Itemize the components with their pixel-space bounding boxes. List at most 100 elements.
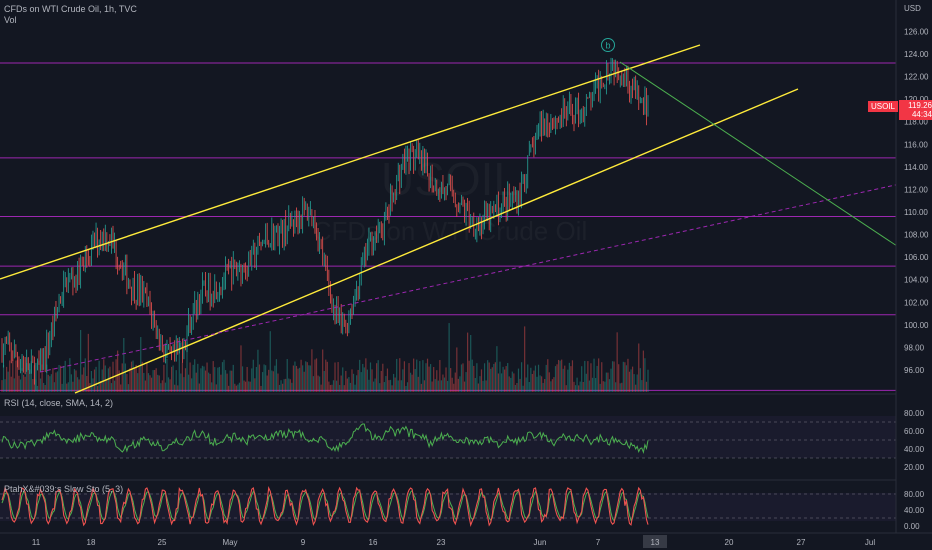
volume-bar [70, 374, 72, 392]
volume-bar [359, 359, 361, 392]
volume-bar [203, 366, 205, 392]
volume-bar [636, 374, 638, 392]
volume-bar [596, 365, 598, 392]
time-cursor-box [643, 535, 667, 548]
stochastic-pane[interactable] [0, 479, 896, 527]
volume-bar [15, 360, 17, 392]
volume-bar [411, 374, 413, 392]
volume-bar [235, 385, 237, 392]
volume-bar [570, 366, 572, 392]
volume-bar [166, 358, 168, 392]
volume-bar [559, 360, 561, 392]
volume-bar [144, 380, 146, 392]
volume-bar [607, 372, 609, 392]
volume-bar [460, 364, 463, 392]
volume-bar [141, 361, 143, 392]
volume-bar [319, 376, 321, 392]
volume-bar [197, 363, 199, 392]
volume-bar [554, 366, 557, 392]
volume-bar [474, 377, 476, 392]
rsi-line[interactable] [1, 423, 649, 454]
volume-bar [508, 376, 510, 392]
last-price-box[interactable]: 119.26 44:34 [899, 100, 932, 120]
volume-bar [100, 381, 102, 392]
price-pane[interactable]: USOIL CFDs on WTI Crude Oil b [0, 38, 901, 394]
wave-b-marker[interactable] [601, 38, 615, 52]
volume-bar [477, 383, 480, 392]
volume-bar [366, 369, 368, 392]
volume-bar [215, 384, 217, 392]
volume-bar [539, 375, 541, 392]
time-axis[interactable]: 11 18 25 May 9 16 23 Jun 7 13 20 27 Jul [0, 532, 932, 550]
volume-bar [121, 363, 123, 392]
volume-bar [177, 385, 179, 392]
volume-bar [234, 383, 236, 392]
volume-bar [419, 361, 421, 392]
time-tick: 23 [437, 538, 446, 547]
price-tick: 106.00 [904, 253, 929, 262]
volume-bar [376, 363, 378, 392]
volume-bar [340, 375, 342, 392]
price-tick: 98.00 [904, 343, 925, 352]
volume-bar [317, 375, 319, 392]
volume-bar [110, 383, 113, 392]
volume-bar [89, 383, 91, 392]
volume-bar [306, 362, 308, 392]
stoch-k-line[interactable] [1, 486, 649, 527]
volume-bar [130, 361, 133, 392]
volume-bar [371, 369, 373, 392]
volume-bar [198, 383, 200, 392]
volume-bar [337, 362, 339, 392]
rsi-tick: 60.00 [904, 427, 925, 436]
volume-bar [178, 342, 180, 392]
volume-bar [369, 362, 372, 392]
volume-bar [6, 366, 8, 392]
volume-bar [388, 380, 390, 392]
volume-bar [83, 367, 85, 392]
volume-bar [249, 381, 251, 392]
symbol-tag[interactable]: USOIL [868, 101, 899, 112]
volume-bar [104, 365, 106, 392]
price-axis[interactable]: USD 126.00 124.00 122.00 120.00 118.00 116.00… [895, 0, 932, 550]
channel-lower-line[interactable] [74, 88, 799, 394]
volume-bar [473, 365, 475, 392]
volume-bar [174, 384, 176, 392]
volume-bar [446, 380, 449, 392]
volume-bar [329, 385, 331, 392]
volume-bar [41, 364, 43, 392]
volume-bar [30, 361, 32, 392]
volume-bar [504, 369, 506, 392]
stoch-tick: 40.00 [904, 506, 925, 515]
projection-line[interactable] [619, 61, 898, 247]
volume-bar [635, 384, 637, 392]
volume-bar [343, 385, 345, 392]
volume-bar [619, 383, 621, 392]
volume-bar [551, 379, 554, 392]
volume-bar [354, 384, 356, 392]
volume-bar [288, 378, 290, 392]
rsi-tick: 80.00 [904, 409, 925, 418]
volume-bar [363, 367, 365, 392]
volume-bar [493, 363, 495, 392]
volume-bar [255, 367, 257, 392]
volume-bar [408, 363, 410, 392]
volume-bar [191, 378, 193, 392]
volume-bar [335, 380, 338, 392]
volume-bar [164, 382, 167, 392]
volume-bar [342, 367, 344, 392]
volume-bar [494, 362, 496, 392]
price-tick: 122.00 [904, 73, 929, 82]
rsi-pane[interactable] [0, 393, 896, 459]
volume-bar [391, 385, 393, 392]
volume-bar [584, 360, 586, 392]
volume-bar [499, 361, 501, 392]
volume-bar [27, 358, 29, 392]
volume-bar [303, 371, 305, 392]
volume-bar [565, 385, 567, 392]
channel-upper-line[interactable] [0, 44, 701, 280]
volume-bar [487, 360, 489, 392]
volume-bar [638, 343, 640, 392]
volume-bar [135, 364, 137, 392]
volume-bar [536, 376, 538, 392]
